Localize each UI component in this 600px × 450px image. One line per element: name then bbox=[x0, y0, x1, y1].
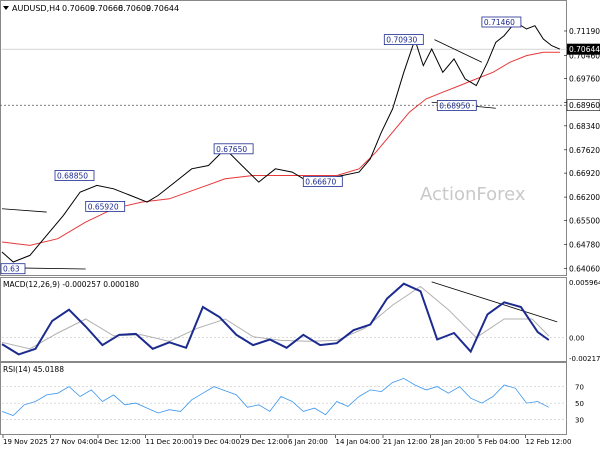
annotation-label: 0.65920 bbox=[88, 202, 119, 211]
x-tick-label: 27 Nov 04:00 bbox=[51, 438, 98, 446]
price-y-tick: 0.68340 bbox=[569, 122, 600, 131]
price-annotation: 0.65920 bbox=[85, 200, 126, 212]
current-price-tag: 0.70644 bbox=[567, 43, 600, 55]
price-y-tick: 0.69760 bbox=[569, 75, 600, 84]
annotation-label: 0.66670 bbox=[305, 178, 336, 187]
macd-y-tick: 0.005964 bbox=[569, 279, 600, 287]
x-tick-label: 14 Jan 04:00 bbox=[336, 438, 380, 446]
rsi-y-tick: 50 bbox=[575, 400, 584, 408]
annotation-box bbox=[213, 143, 254, 155]
x-tick-label: 19 Nov 2025 bbox=[3, 438, 48, 446]
rsi-label: RSI(14) 45.0188 bbox=[3, 365, 64, 374]
rsi-panel: RSI(14) 45.0188 70 50 30 bbox=[0, 362, 584, 435]
price-y-tick: 0.66920 bbox=[569, 169, 600, 178]
x-tick-label: 5 Feb 04:00 bbox=[478, 438, 519, 446]
x-tick-label: 12 Feb 12:00 bbox=[526, 438, 572, 446]
watermark: ActionForex bbox=[420, 184, 526, 205]
macd-y-tick: 0.00 bbox=[569, 335, 585, 343]
price-annotation: 0.66670 bbox=[302, 176, 343, 187]
chart-header: AUDUSD,H4 0.70609 0.70666 0.70609 0.7064… bbox=[3, 4, 179, 13]
annotation-label: 0.70930 bbox=[386, 36, 417, 45]
x-tick-label: 21 Jan 12:00 bbox=[383, 438, 427, 446]
price-annotation: 0.71460 bbox=[481, 16, 522, 28]
price-y-tick: 0.71190 bbox=[569, 27, 600, 36]
annotation-box bbox=[302, 176, 343, 187]
rsi-panel-frame bbox=[0, 362, 567, 435]
x-axis: 19 Nov 2025 27 Nov 04:00 4 Dec 12:00 11 Dec… bbox=[2, 435, 572, 446]
macd-label: MACD(12,26,9) -0.000257 0.000180 bbox=[3, 280, 139, 289]
level-price-tag: 0.68960 bbox=[0, 99, 600, 111]
annotation-label: 0.71460 bbox=[484, 18, 515, 27]
macd-panel: MACD(12,26,9) -0.000257 0.000180 0.00596… bbox=[0, 277, 600, 363]
price-y-tick: 0.70460 bbox=[569, 51, 600, 60]
x-tick-label: 6 Jan 20:00 bbox=[288, 438, 328, 446]
rsi-line bbox=[1, 377, 549, 416]
price-annotation: 0.70930 bbox=[383, 34, 424, 45]
price-y-tick: 0.66200 bbox=[569, 193, 600, 202]
annotation-box bbox=[0, 263, 26, 275]
symbol-label: AUDUSD,H4 bbox=[12, 4, 60, 13]
annotation-box bbox=[383, 34, 424, 45]
price-panel: ActionForex 0.68850 0.65920 0.67650 0.66670… bbox=[0, 0, 600, 276]
ohlc-close: 0.70644 bbox=[146, 4, 179, 13]
ohlc-open: 0.70609 bbox=[62, 4, 95, 13]
trendline bbox=[434, 39, 483, 63]
macd-signal-line bbox=[1, 285, 550, 350]
annotation-box bbox=[481, 16, 522, 28]
macd-main-line bbox=[1, 282, 550, 356]
macd-trendline bbox=[431, 281, 558, 323]
svg-text:0.68960: 0.68960 bbox=[569, 101, 600, 110]
x-tick-label: 4 Dec 12:00 bbox=[98, 438, 141, 446]
ohlc-low: 0.70609 bbox=[118, 4, 151, 13]
annotation-box bbox=[85, 200, 126, 212]
price-annotation: 0.63 bbox=[0, 263, 26, 275]
price-y-tick: 0.64060 bbox=[569, 264, 600, 273]
annotation-label: 0.68950 bbox=[439, 102, 470, 111]
trendline bbox=[1, 208, 47, 213]
ohlc-high: 0.70666 bbox=[90, 4, 123, 13]
price-panel-frame bbox=[0, 0, 567, 276]
rsi-y-tick: 70 bbox=[575, 384, 584, 392]
x-tick-label: 11 Dec 20:00 bbox=[146, 438, 193, 446]
price-y-tick: 0.64780 bbox=[569, 240, 600, 249]
macd-y-tick: -0.002177 bbox=[569, 355, 600, 363]
price-line bbox=[1, 21, 561, 263]
triangle-down-icon bbox=[3, 6, 9, 10]
price-annotation: 0.67650 bbox=[213, 143, 254, 155]
x-tick-label: 19 Dec 04:00 bbox=[193, 438, 240, 446]
x-tick-label: 29 Dec 12:00 bbox=[241, 438, 288, 446]
price-y-tick: 0.67620 bbox=[569, 146, 600, 155]
annotation-label: 0.67650 bbox=[216, 145, 247, 154]
price-annotation: 0.68850 bbox=[54, 170, 95, 181]
annotation-box bbox=[54, 170, 95, 181]
annotation-label: 0.63 bbox=[3, 265, 20, 274]
annotation-label: 0.68850 bbox=[57, 172, 88, 181]
svg-text:0.70644: 0.70644 bbox=[569, 45, 600, 54]
price-y-tick: 0.65500 bbox=[569, 216, 600, 225]
rsi-y-tick: 30 bbox=[575, 417, 584, 425]
x-tick-label: 28 Jan 20:00 bbox=[431, 438, 475, 446]
